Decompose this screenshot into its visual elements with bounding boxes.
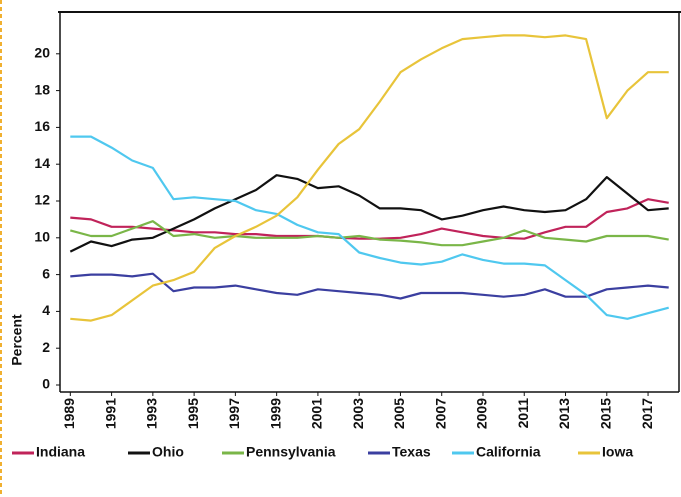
legend-label: Iowa xyxy=(602,444,633,460)
y-tick-label: 16 xyxy=(34,118,50,134)
y-tick-label: 20 xyxy=(34,45,50,61)
x-tick-label: 1991 xyxy=(102,398,118,429)
y-tick-label: 6 xyxy=(42,265,50,281)
series-line xyxy=(70,135,669,320)
y-tick-label: 18 xyxy=(34,81,50,97)
x-tick-label: 1995 xyxy=(185,398,201,429)
x-tick-label: 2017 xyxy=(639,398,655,429)
series-line xyxy=(70,272,669,300)
x-tick-label: 2001 xyxy=(309,398,325,429)
legend-label: Ohio xyxy=(152,444,184,460)
series-line xyxy=(70,198,669,240)
legend-label: Texas xyxy=(392,444,431,460)
y-tick-label: 2 xyxy=(42,339,50,355)
y-tick-label: 10 xyxy=(34,229,50,245)
x-tick-label: 2015 xyxy=(597,398,613,429)
y-tick-label: 12 xyxy=(34,192,50,208)
x-tick-label: 2003 xyxy=(350,398,366,429)
y-axis-label: Percent xyxy=(9,314,25,366)
x-tick-label: 1993 xyxy=(144,398,160,429)
legend-label: Pennsylvania xyxy=(246,444,336,460)
series-line xyxy=(70,220,669,247)
x-tick-label: 1997 xyxy=(226,398,242,429)
y-tick-label: 4 xyxy=(42,302,50,318)
x-tick-label: 1989 xyxy=(61,398,77,429)
x-tick-label: 2011 xyxy=(515,398,531,429)
y-tick-label: 0 xyxy=(42,376,50,392)
y-tick-label: 14 xyxy=(34,155,50,171)
x-tick-label: 1999 xyxy=(267,398,283,429)
x-tick-label: 2007 xyxy=(432,398,448,429)
x-tick-label: 2005 xyxy=(391,398,407,429)
series-line xyxy=(70,34,669,322)
legend-label: Indiana xyxy=(36,444,85,460)
x-tick-label: 2013 xyxy=(556,398,572,429)
legend-label: California xyxy=(476,444,541,460)
series-line xyxy=(69,174,669,253)
x-tick-label: 2009 xyxy=(474,398,490,429)
